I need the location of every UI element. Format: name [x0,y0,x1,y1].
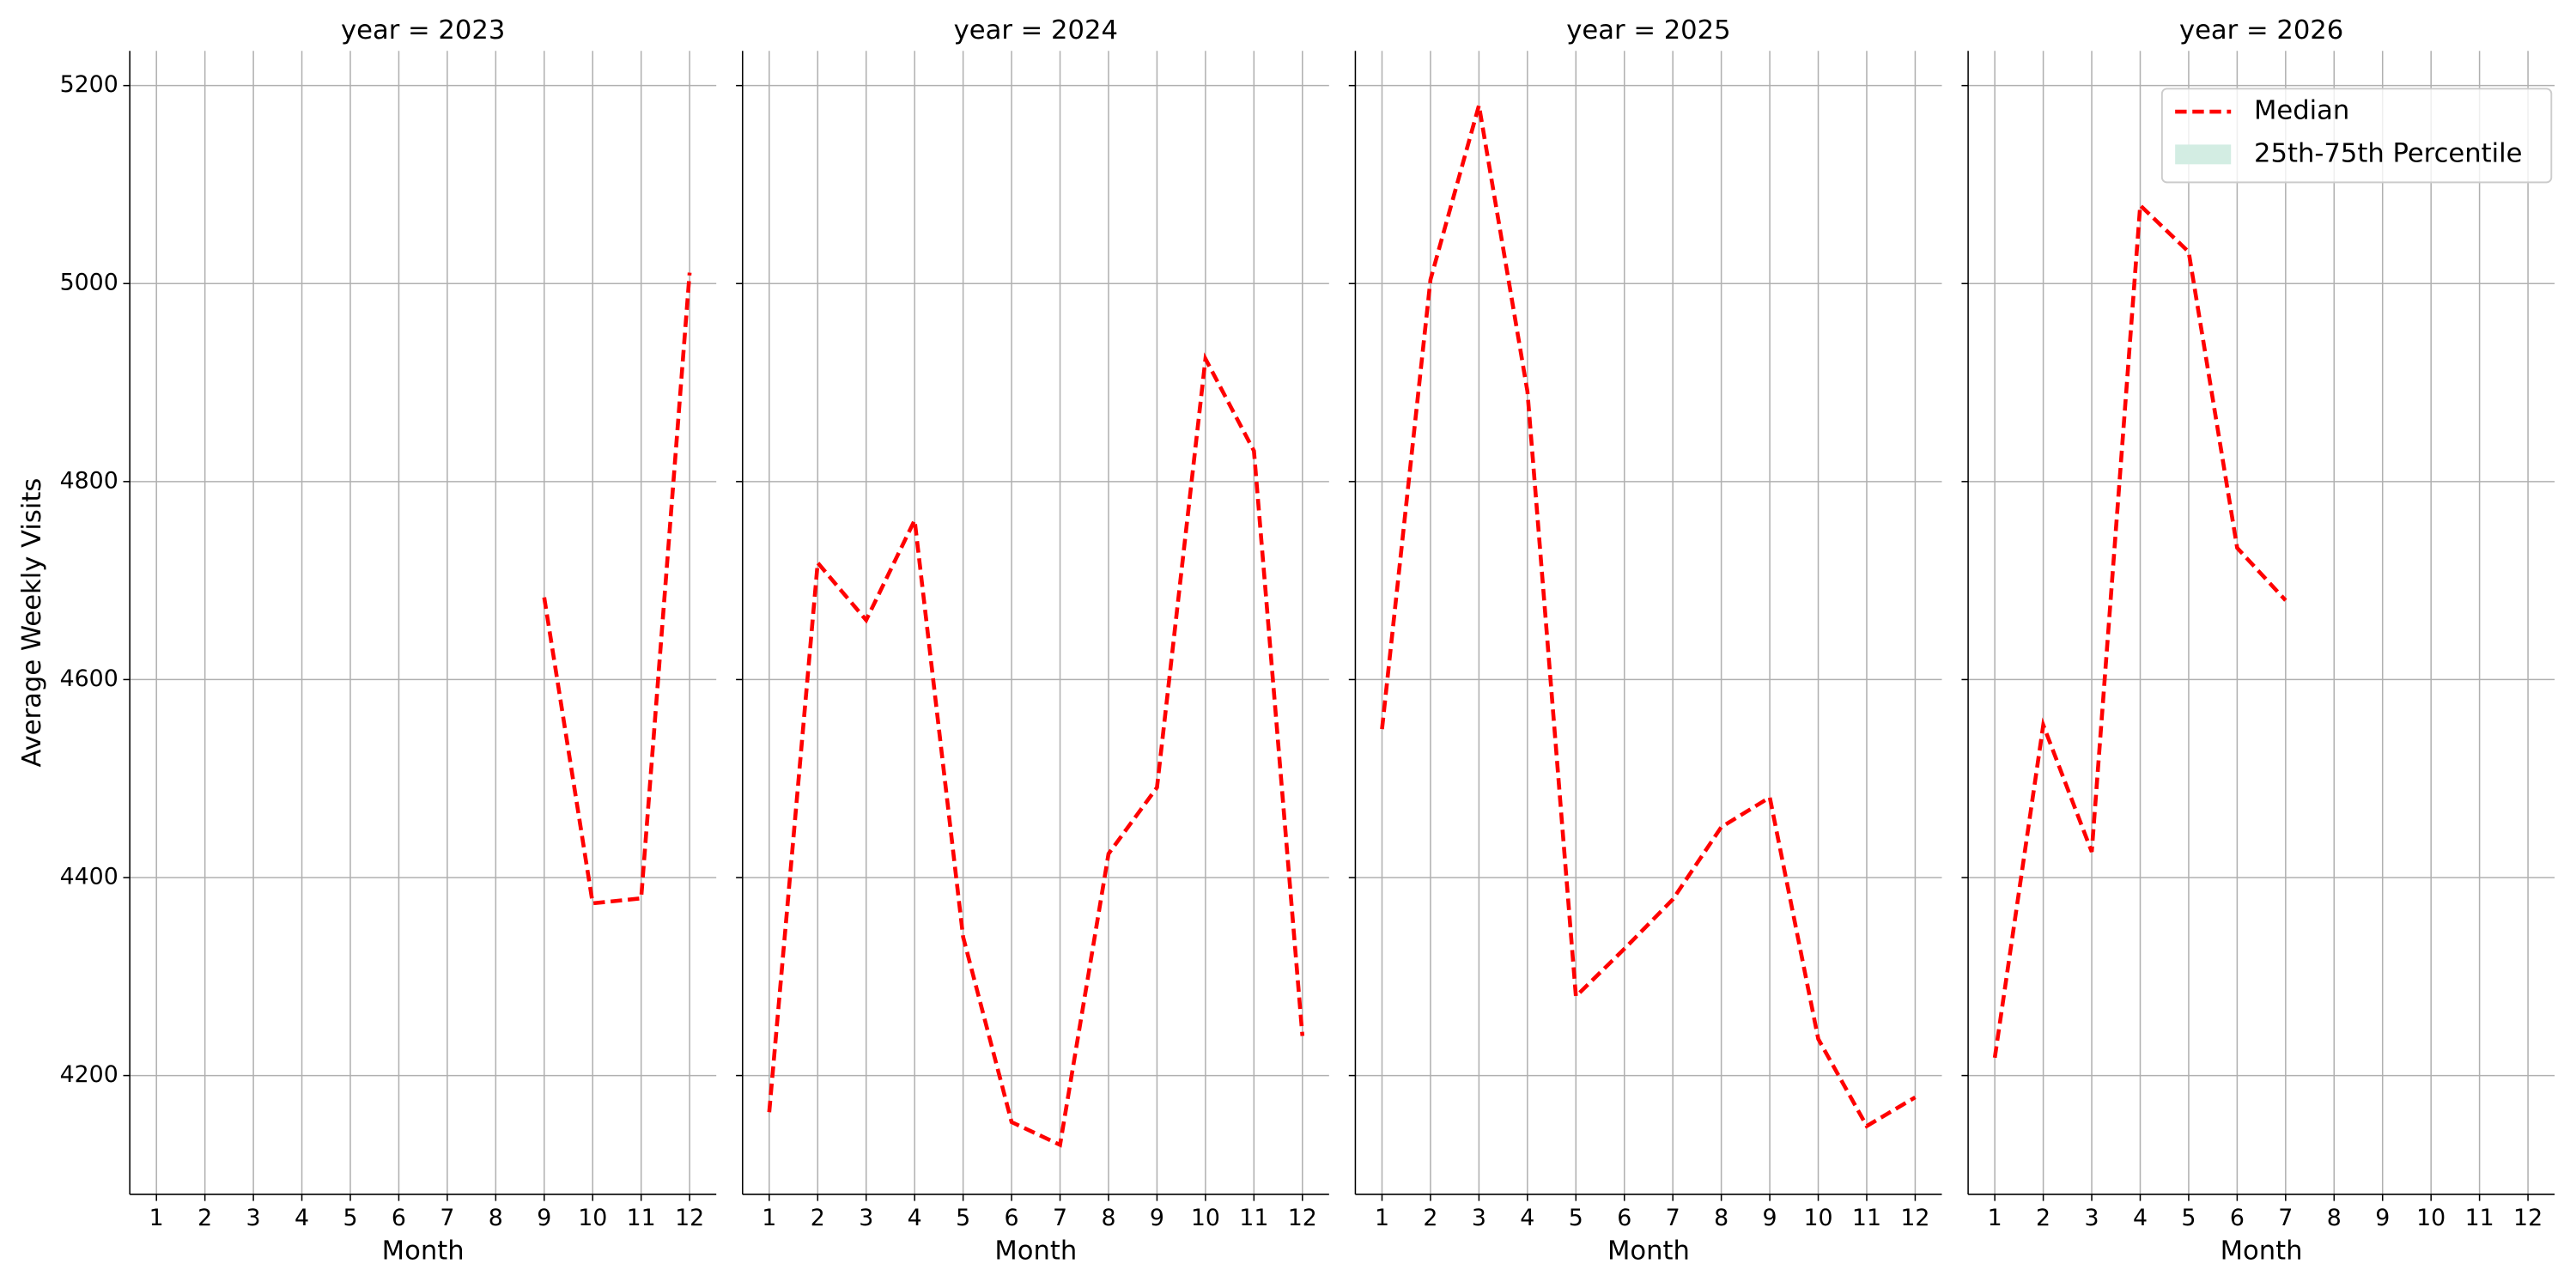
x-tick-label: 3 [2085,1205,2099,1231]
x-tick-label: 2 [197,1205,212,1231]
x-axis-label: Month [2221,1236,2303,1266]
x-tick-label: 4 [1520,1205,1534,1231]
x-tick-label: 11 [1239,1205,1268,1231]
x-tick-label: 12 [675,1205,704,1231]
x-tick-label: 1 [1988,1205,2002,1231]
x-tick-label: 4 [295,1205,309,1231]
x-tick-label: 7 [1053,1205,1067,1231]
x-tick-label: 7 [2278,1205,2293,1231]
legend: Median 25th-75th Percentile [2160,88,2553,184]
x-tick-label: 9 [2375,1205,2390,1231]
y-tick-label: 5200 [60,71,118,98]
x-tick-label: 5 [1569,1205,1583,1231]
x-tick-label: 8 [489,1205,503,1231]
x-tick-label: 11 [1852,1205,1881,1231]
x-tick-label: 3 [1472,1205,1486,1231]
y-axis-label: Average Weekly Visits [17,478,47,768]
x-tick-label: 6 [2230,1205,2245,1231]
x-tick-label: 3 [246,1205,261,1231]
y-tick-label: 4200 [60,1061,118,1088]
facet-title: year = 2025 [1566,15,1730,46]
x-tick-label: 2 [1423,1205,1437,1231]
x-tick-label: 12 [1288,1205,1317,1231]
x-tick-label: 4 [908,1205,922,1231]
x-tick-label: 10 [578,1205,607,1231]
x-tick-label: 8 [2327,1205,2342,1231]
x-tick-label: 6 [1617,1205,1631,1231]
x-tick-label: 5 [956,1205,970,1231]
x-tick-label: 5 [343,1205,357,1231]
x-tick-label: 9 [537,1205,551,1231]
legend-box [2160,88,2553,184]
x-tick-label: 1 [762,1205,776,1231]
y-tick-label: 5000 [60,270,118,296]
x-tick-label: 11 [627,1205,656,1231]
x-tick-label: 7 [440,1205,454,1231]
x-tick-label: 2 [811,1205,825,1231]
facet-title: year = 2024 [954,15,1118,46]
legend-label: Median [2254,96,2349,126]
x-tick-label: 1 [1375,1205,1389,1231]
x-tick-label: 8 [1714,1205,1728,1231]
x-tick-label: 12 [1900,1205,1929,1231]
x-tick-label: 3 [859,1205,873,1231]
y-tick-label: 4400 [60,864,118,890]
x-tick-label: 12 [2513,1205,2543,1231]
x-tick-label: 2 [2036,1205,2050,1231]
facet-title: year = 2026 [2179,15,2343,46]
x-tick-label: 4 [2133,1205,2148,1231]
x-axis-label: Month [382,1236,465,1266]
x-tick-label: 9 [1763,1205,1777,1231]
facet-title: year = 2023 [341,15,505,46]
x-tick-label: 10 [2416,1205,2445,1231]
x-axis-label: Month [994,1236,1077,1266]
median-line [767,352,1305,1148]
x-tick-label: 8 [1101,1205,1115,1231]
x-tick-label: 5 [2181,1205,2196,1231]
x-tick-label: 10 [1191,1205,1220,1231]
x-tick-label: 10 [1804,1205,1833,1231]
x-tick-label: 11 [2465,1205,2494,1231]
median-line [542,272,692,906]
x-tick-label: 9 [1150,1205,1164,1231]
y-tick-label: 4600 [60,665,118,692]
x-tick-label: 1 [149,1205,164,1231]
legend-swatch [2175,144,2232,165]
x-tick-label: 6 [1005,1205,1019,1231]
median-line [1380,105,1917,1129]
x-axis-label: Month [1607,1236,1690,1266]
x-tick-label: 7 [1666,1205,1680,1231]
x-tick-label: 6 [392,1205,406,1231]
median-line [1992,201,2287,1059]
y-tick-label: 4800 [60,467,118,494]
legend-label: 25th-75th Percentile [2254,138,2523,168]
